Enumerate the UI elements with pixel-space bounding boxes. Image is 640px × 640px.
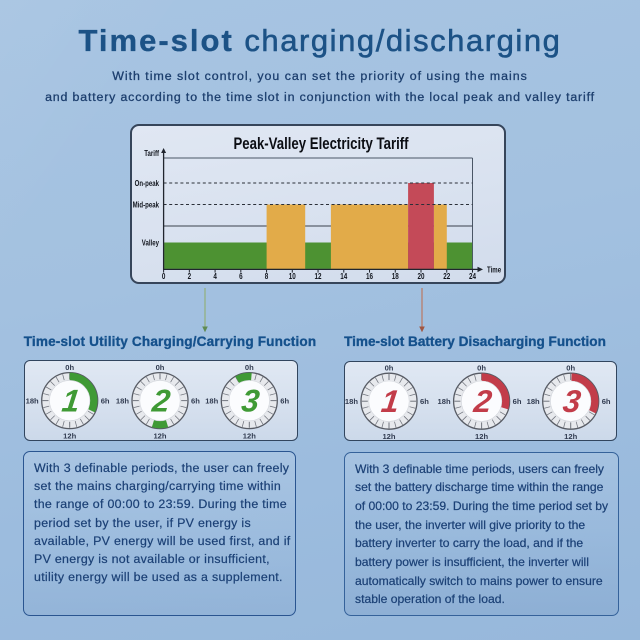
svg-text:0h: 0h: [156, 363, 165, 372]
svg-text:10: 10: [289, 272, 296, 281]
svg-text:18h: 18h: [26, 397, 39, 406]
svg-text:0h: 0h: [385, 364, 394, 373]
svg-text:16: 16: [366, 272, 373, 281]
svg-text:Mid-peak: Mid-peak: [133, 202, 159, 210]
svg-text:6h: 6h: [602, 397, 611, 406]
svg-text:6: 6: [239, 272, 243, 281]
svg-text:12h: 12h: [475, 432, 488, 441]
svg-text:12h: 12h: [564, 432, 577, 441]
svg-text:6h: 6h: [191, 397, 200, 406]
svg-text:18h: 18h: [438, 397, 451, 406]
svg-text:24: 24: [469, 272, 476, 281]
svg-text:Time: Time: [487, 267, 501, 275]
svg-text:0h: 0h: [245, 363, 254, 372]
svg-text:Peak-Valley Electricity Tariff: Peak-Valley Electricity Tariff: [233, 135, 408, 154]
svg-text:0h: 0h: [477, 364, 486, 373]
svg-text:6h: 6h: [280, 397, 289, 406]
svg-text:On-peak: On-peak: [135, 180, 159, 188]
svg-text:12: 12: [315, 272, 322, 281]
svg-text:20: 20: [417, 272, 424, 281]
svg-text:0h: 0h: [566, 364, 575, 373]
svg-text:Tariff: Tariff: [144, 150, 159, 158]
svg-text:6h: 6h: [513, 397, 522, 406]
svg-text:3: 3: [561, 383, 583, 419]
svg-text:12h: 12h: [63, 431, 76, 440]
svg-text:18h: 18h: [116, 397, 129, 406]
svg-text:18h: 18h: [527, 397, 540, 406]
svg-text:1: 1: [60, 383, 82, 419]
svg-text:18: 18: [392, 272, 399, 281]
svg-text:12h: 12h: [382, 432, 395, 441]
svg-text:Valley: Valley: [142, 240, 159, 248]
svg-text:2: 2: [149, 383, 172, 419]
svg-text:6h: 6h: [420, 397, 429, 406]
svg-text:14: 14: [340, 272, 347, 281]
svg-text:18h: 18h: [205, 397, 218, 406]
svg-text:4: 4: [213, 272, 217, 281]
svg-text:2: 2: [471, 383, 494, 419]
svg-text:6h: 6h: [101, 397, 110, 406]
svg-text:0: 0: [162, 272, 166, 281]
svg-text:22: 22: [443, 272, 450, 281]
svg-text:12h: 12h: [153, 431, 166, 440]
svg-text:3: 3: [240, 383, 262, 419]
svg-text:8: 8: [265, 272, 269, 281]
svg-text:1: 1: [379, 383, 401, 419]
svg-text:0h: 0h: [65, 363, 74, 372]
svg-text:12h: 12h: [243, 431, 256, 440]
svg-text:2: 2: [188, 272, 192, 281]
svg-text:18h: 18h: [345, 397, 358, 406]
